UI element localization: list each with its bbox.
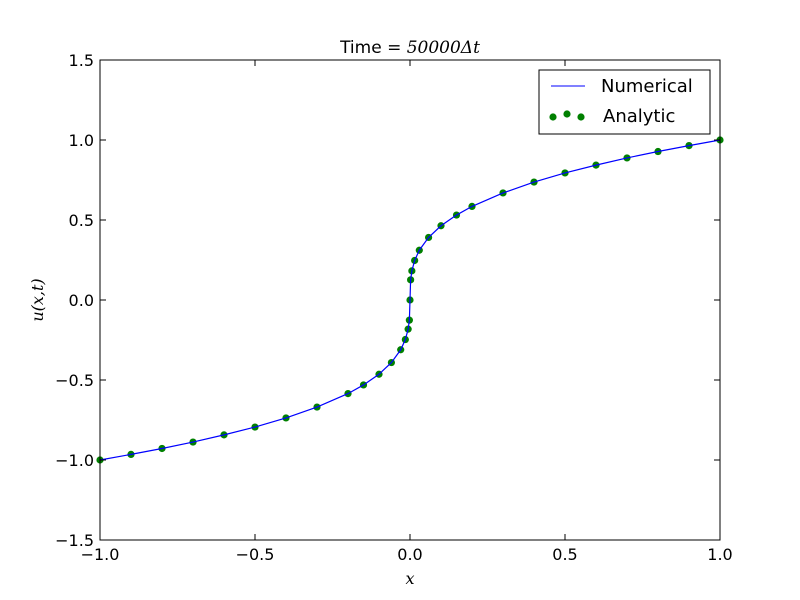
y-tick-label: 1.0 (69, 131, 94, 150)
legend-analytic-marker (549, 113, 557, 121)
chart-title-prefix: Time = (339, 38, 407, 58)
legend-analytic-marker (563, 110, 571, 118)
chart-title: Time = 50000Δt (339, 38, 480, 58)
legend-numerical-label: Numerical (601, 76, 693, 97)
y-tick-label: −1.5 (55, 531, 94, 550)
x-tick-label: −1.0 (81, 545, 120, 564)
y-tick-label: 0.5 (69, 211, 94, 230)
y-axis-ticks: −1.5 −1.0 −0.5 0.0 0.5 1.0 1.5 (55, 51, 720, 550)
y-tick-label: −1.0 (55, 451, 94, 470)
legend-analytic-label: Analytic (603, 106, 675, 127)
numerical-line (99, 139, 721, 461)
y-tick-label: 0.0 (69, 291, 94, 310)
legend-box (538, 69, 711, 135)
x-tick-label: 0.5 (552, 545, 577, 564)
y-axis-label: u(x,t) (28, 278, 47, 321)
numerical-series (99, 139, 721, 461)
x-tick-label: 1.0 (707, 545, 732, 564)
y-tick-label: −0.5 (55, 371, 94, 390)
x-tick-label: 0.0 (397, 545, 422, 564)
legend: Numerical Analytic (538, 69, 711, 135)
y-tick-label: 1.5 (69, 51, 94, 70)
chart-title-math: 50000Δt (407, 38, 480, 58)
x-axis-label: x (405, 569, 414, 588)
legend-analytic-marker (577, 113, 585, 121)
x-axis-ticks: −1.0 −0.5 0.0 0.5 1.0 (81, 60, 733, 564)
x-tick-label: −0.5 (236, 545, 275, 564)
